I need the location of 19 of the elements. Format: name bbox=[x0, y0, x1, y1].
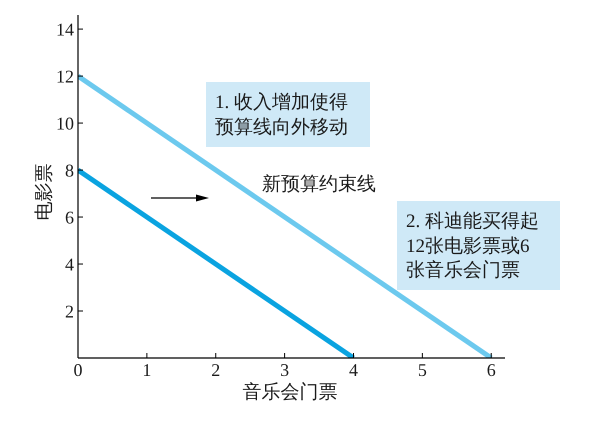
x-tick-label: 2 bbox=[211, 360, 220, 380]
y-tick-label: 4 bbox=[65, 254, 74, 274]
x-tick-label: 5 bbox=[418, 360, 427, 380]
y-axis-title: 电影票 bbox=[33, 162, 56, 222]
annotation: 1. 收入增加使得预算线向外移动 bbox=[215, 91, 349, 140]
x-tick-label: 6 bbox=[486, 360, 496, 380]
y-tick-label: 2 bbox=[65, 301, 74, 322]
y-tick-label: 10 bbox=[56, 113, 74, 134]
y-tick-label: 12 bbox=[56, 66, 74, 86]
x-tick-label: 4 bbox=[348, 360, 358, 380]
x-tick-label: 3 bbox=[280, 360, 290, 380]
y-tick-label: 14 bbox=[56, 19, 74, 40]
annotation: 2. 科迪能买得起12张电影票或6张音乐会门票 bbox=[406, 210, 540, 283]
x-tick-label: 1 bbox=[142, 360, 152, 380]
y-tick-label: 8 bbox=[65, 160, 74, 180]
y-tick-label: 6 bbox=[65, 207, 74, 228]
series-label: 新预算约束线 bbox=[262, 173, 376, 197]
x-tick-label: 0 bbox=[74, 360, 82, 380]
x-axis-title: 音乐会门票 bbox=[242, 381, 338, 405]
